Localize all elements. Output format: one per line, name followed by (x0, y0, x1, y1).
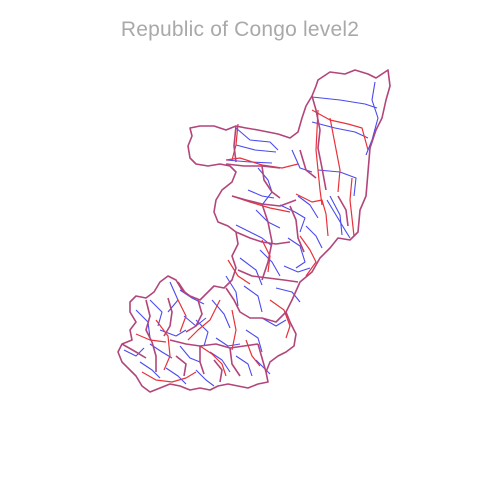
level1-boundaries (135, 109, 369, 383)
map-title: Republic of Congo level2 (120, 18, 360, 41)
country-outline (117, 69, 391, 393)
level2-boundaries (123, 81, 379, 387)
